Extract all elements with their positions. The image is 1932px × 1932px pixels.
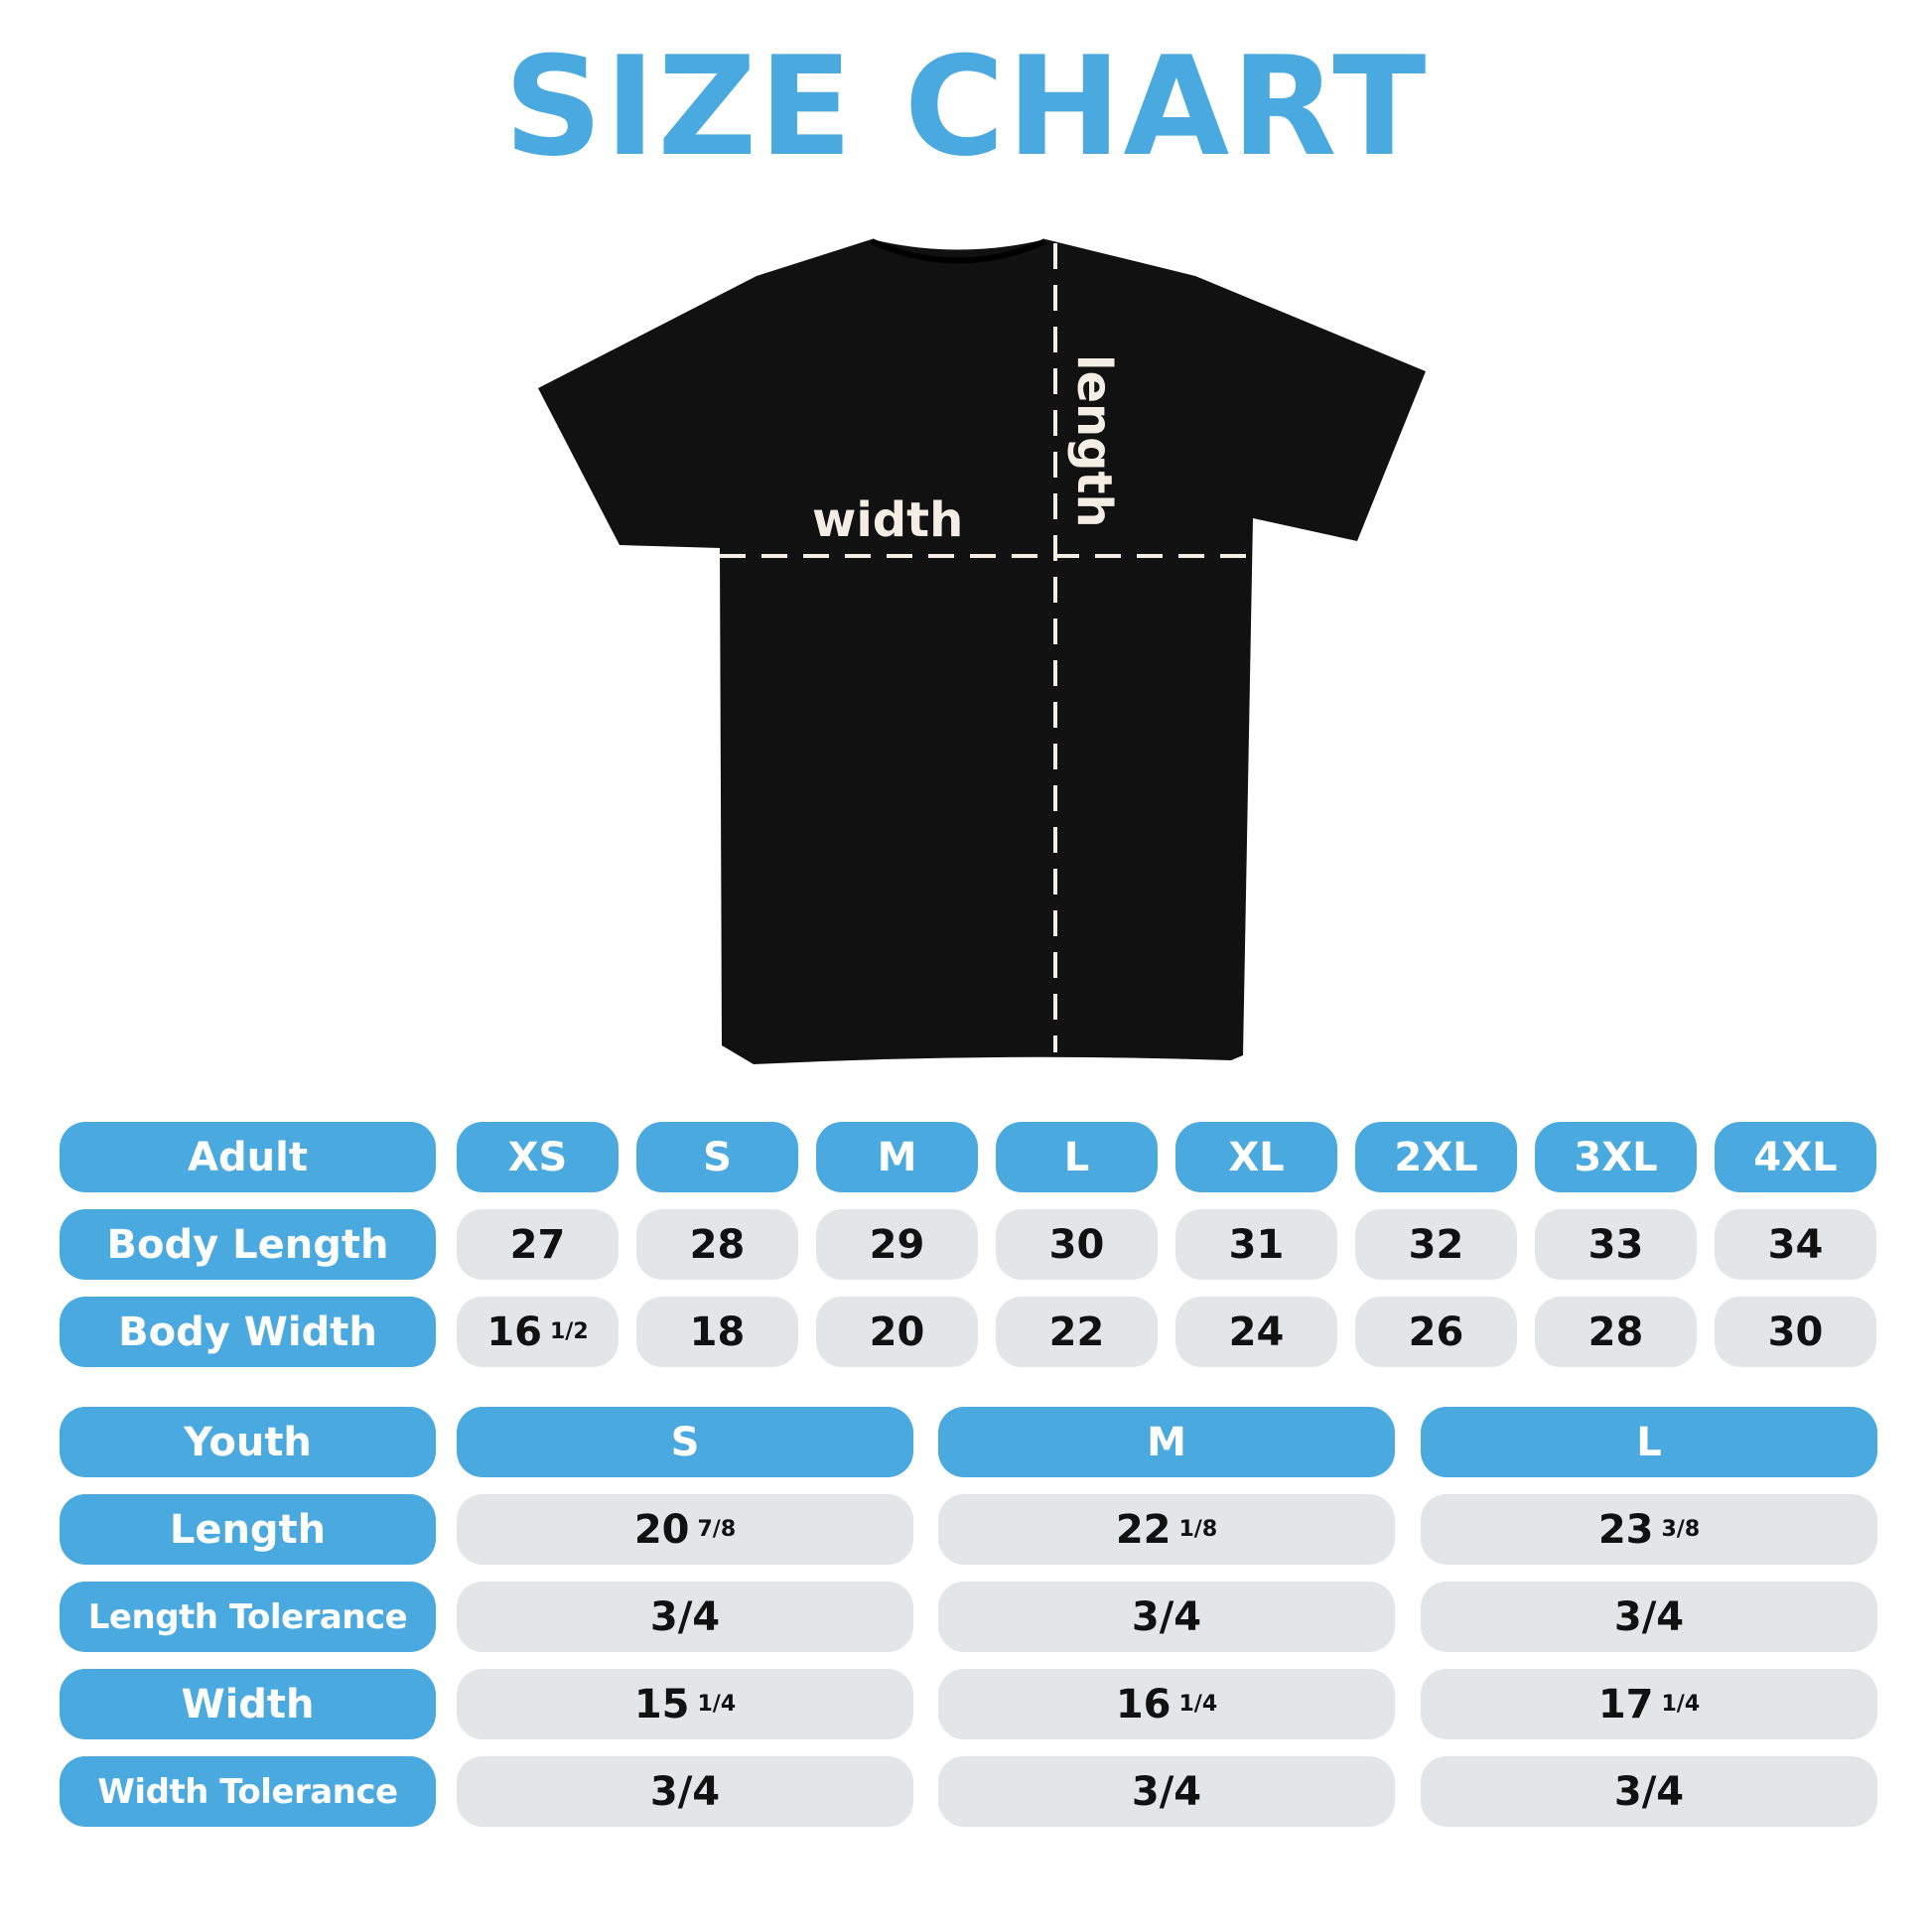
table-cell: 3/4 (938, 1582, 1395, 1652)
row-label: Length Tolerance (60, 1582, 436, 1652)
row-label: Width Tolerance (60, 1756, 436, 1827)
value-whole: 15 (633, 1681, 690, 1727)
table-cell: 16 1/4 (938, 1669, 1395, 1739)
value-fraction: 7/8 (697, 1517, 737, 1542)
table-cell: 30 (1715, 1297, 1876, 1367)
value-whole: 3/4 (1613, 1593, 1685, 1640)
size-header: XL (1175, 1122, 1337, 1192)
value-whole: 3/4 (649, 1768, 721, 1815)
value-fraction: 1/4 (1661, 1692, 1701, 1717)
value-whole: 20 (633, 1506, 690, 1553)
size-header: 2XL (1355, 1122, 1517, 1192)
value-whole: 16 (486, 1309, 542, 1355)
row-label: Width (60, 1669, 436, 1739)
value-whole: 18 (689, 1309, 746, 1355)
table-cell: 31 (1175, 1209, 1337, 1280)
value-whole: 3/4 (1131, 1593, 1202, 1640)
value-whole: 27 (509, 1221, 566, 1268)
value-fraction: 1/2 (550, 1319, 589, 1344)
table-cell: 23 3/8 (1421, 1494, 1877, 1565)
value-whole: 34 (1767, 1221, 1824, 1268)
table-cell: 16 1/2 (457, 1297, 619, 1367)
table-cell: 28 (1535, 1297, 1697, 1367)
value-whole: 22 (1115, 1506, 1172, 1553)
value-whole: 17 (1597, 1681, 1654, 1727)
table-cell: 28 (636, 1209, 798, 1280)
table-cell: 15 1/4 (457, 1669, 913, 1739)
table-cell: 20 (816, 1297, 978, 1367)
adult-header: Adult (60, 1122, 436, 1192)
table-cell: 22 1/8 (938, 1494, 1395, 1565)
size-header: 3XL (1535, 1122, 1697, 1192)
size-header: L (996, 1122, 1158, 1192)
size-header: XS (457, 1122, 619, 1192)
table-cell: 3/4 (457, 1582, 913, 1652)
page-title: SIZE CHART (503, 27, 1429, 187)
table-cell: 3/4 (1421, 1756, 1877, 1827)
value-whole: 3/4 (649, 1593, 721, 1640)
youth-header: Youth (60, 1407, 436, 1477)
table-cell: 24 (1175, 1297, 1337, 1367)
size-header: 4XL (1715, 1122, 1876, 1192)
row-label: Length (60, 1494, 436, 1565)
table-cell: 17 1/4 (1421, 1669, 1877, 1739)
value-whole: 28 (1587, 1309, 1644, 1355)
length-label: length (1066, 354, 1122, 528)
width-label: width (812, 492, 963, 548)
table-cell: 3/4 (938, 1756, 1395, 1827)
value-fraction: 1/8 (1178, 1517, 1218, 1542)
value-whole: 31 (1228, 1221, 1285, 1268)
value-whole: 3/4 (1131, 1768, 1202, 1815)
value-whole: 22 (1048, 1309, 1105, 1355)
size-header: S (457, 1407, 913, 1477)
table-cell: 3/4 (1421, 1582, 1877, 1652)
table-cell: 20 7/8 (457, 1494, 913, 1565)
row-label: Body Length (60, 1209, 436, 1280)
size-header: L (1421, 1407, 1877, 1477)
value-whole: 32 (1408, 1221, 1464, 1268)
value-whole: 20 (869, 1309, 925, 1355)
value-whole: 28 (689, 1221, 746, 1268)
table-cell: 30 (996, 1209, 1158, 1280)
value-whole: 29 (869, 1221, 925, 1268)
value-fraction: 1/4 (1178, 1692, 1218, 1717)
collar (870, 238, 1047, 264)
value-whole: 30 (1767, 1309, 1824, 1355)
size-header: M (816, 1122, 978, 1192)
value-whole: 3/4 (1613, 1768, 1685, 1815)
value-fraction: 3/8 (1661, 1517, 1701, 1542)
value-whole: 33 (1587, 1221, 1644, 1268)
table-cell: 29 (816, 1209, 978, 1280)
value-fraction: 1/4 (697, 1692, 737, 1717)
table-cell: 18 (636, 1297, 798, 1367)
table-cell: 26 (1355, 1297, 1517, 1367)
value-whole: 24 (1228, 1309, 1285, 1355)
value-whole: 30 (1048, 1221, 1105, 1268)
value-whole: 26 (1408, 1309, 1464, 1355)
table-cell: 22 (996, 1297, 1158, 1367)
size-header: S (636, 1122, 798, 1192)
row-label: Body Width (60, 1297, 436, 1367)
tshirt-icon (538, 239, 1426, 1064)
size-header: M (938, 1407, 1395, 1477)
table-cell: 3/4 (457, 1756, 913, 1827)
value-whole: 23 (1597, 1506, 1654, 1553)
table-cell: 27 (457, 1209, 619, 1280)
table-cell: 34 (1715, 1209, 1876, 1280)
value-whole: 16 (1115, 1681, 1172, 1727)
table-cell: 32 (1355, 1209, 1517, 1280)
table-cell: 33 (1535, 1209, 1697, 1280)
